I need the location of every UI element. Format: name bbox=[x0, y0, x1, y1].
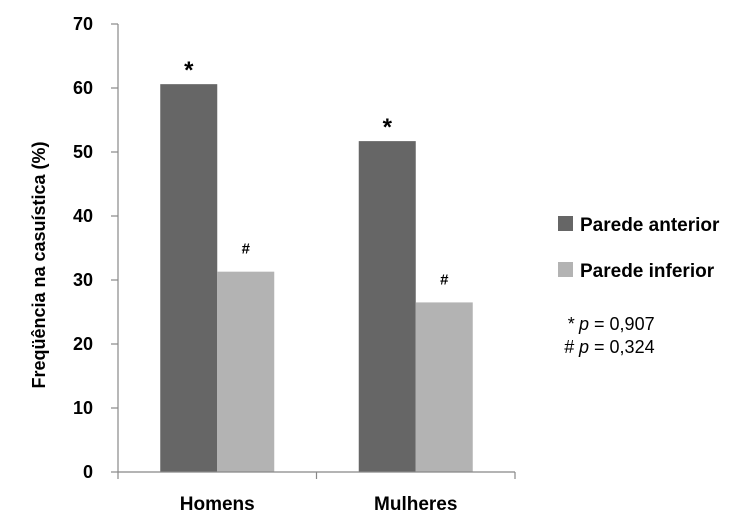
bar-mulheres-0 bbox=[358, 141, 416, 472]
y-tick-label: 20 bbox=[73, 334, 93, 354]
y-tick-label: 40 bbox=[73, 206, 93, 226]
legend-label: Parede anterior bbox=[580, 215, 720, 236]
y-tick-label: 70 bbox=[73, 14, 93, 34]
p-value-annotations: * p = 0,907 # p = 0,324 bbox=[564, 314, 655, 357]
y-tick-label: 30 bbox=[73, 270, 93, 290]
legend-swatch bbox=[558, 262, 573, 277]
y-tick-label: 10 bbox=[73, 398, 93, 418]
y-tick-label: 60 bbox=[73, 78, 93, 98]
legend-label: Parede inferior bbox=[580, 261, 715, 282]
bar-homens-1 bbox=[217, 271, 275, 472]
x-axis-categories: Homens Mulheres bbox=[180, 494, 458, 515]
x-category-label: Mulheres bbox=[374, 494, 457, 515]
legend: Parede anterior Parede inferior bbox=[558, 215, 720, 282]
bar-mulheres-1 bbox=[415, 302, 473, 472]
significance-marker: * bbox=[184, 57, 194, 84]
significance-markers: * # * # bbox=[184, 57, 449, 288]
x-category-label: Homens bbox=[180, 494, 255, 515]
y-tick-label: 50 bbox=[73, 142, 93, 162]
p-value-annotation: * p = 0,907 bbox=[567, 314, 655, 334]
y-axis-label: Freqüência na casuística (%) bbox=[29, 141, 49, 388]
p-value-annotation: # p = 0,324 bbox=[564, 337, 655, 357]
significance-marker: # bbox=[440, 271, 449, 288]
bar-homens-0 bbox=[160, 84, 218, 472]
bars bbox=[160, 84, 473, 472]
significance-marker: * bbox=[383, 114, 393, 141]
significance-marker: # bbox=[242, 241, 251, 258]
x-axis-ticks bbox=[117, 472, 516, 479]
y-tick-label: 0 bbox=[83, 462, 93, 482]
y-axis-ticks: 0 10 20 30 40 50 60 70 bbox=[73, 14, 118, 482]
legend-swatch bbox=[558, 216, 573, 231]
